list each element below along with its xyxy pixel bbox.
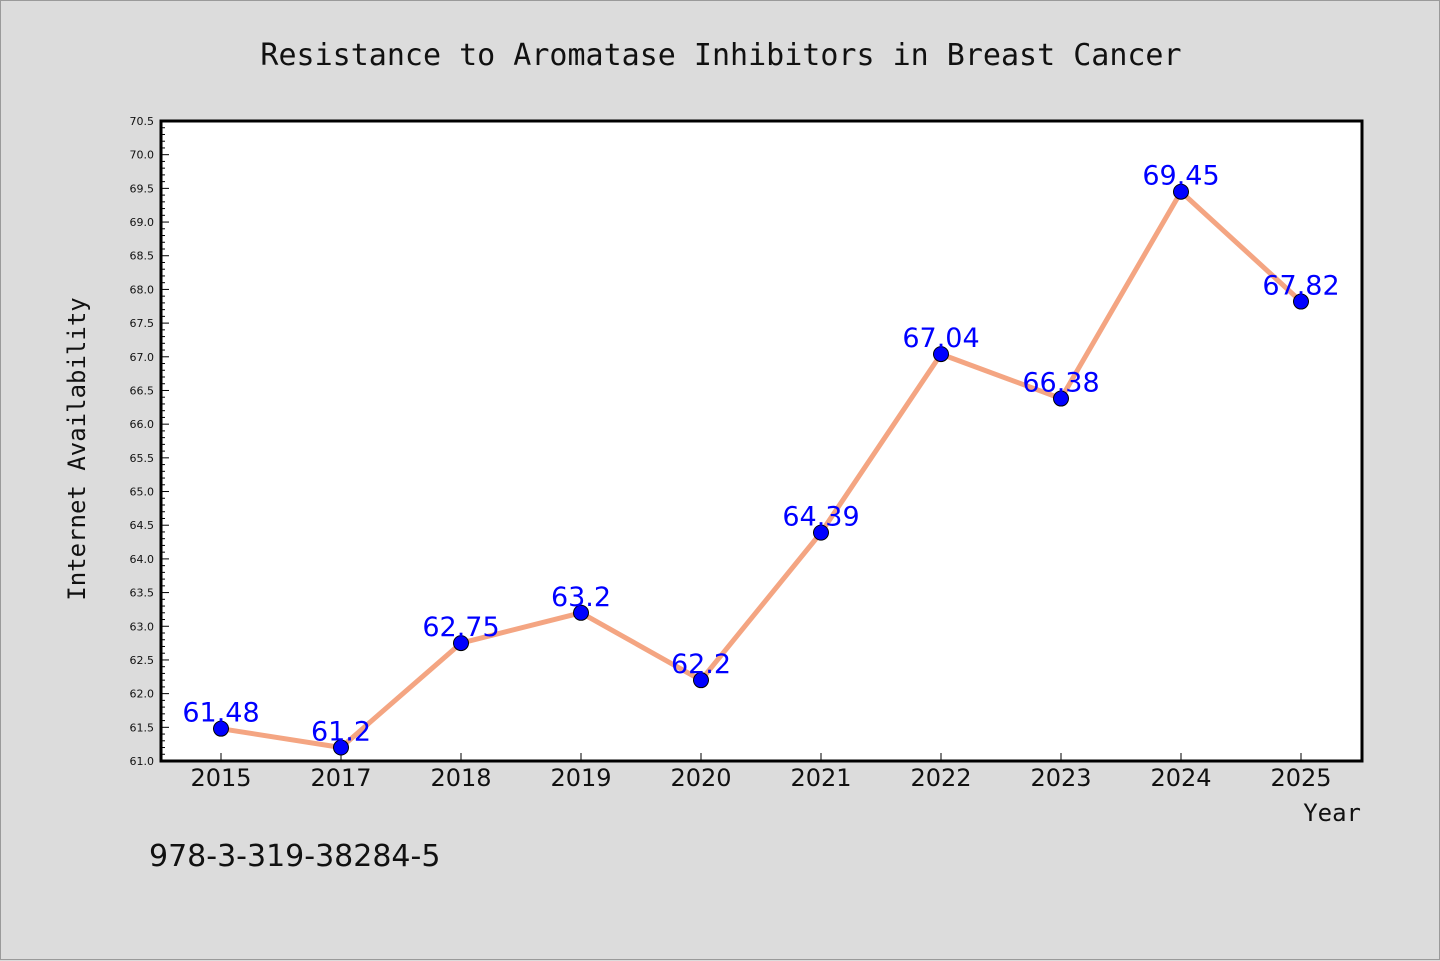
x-tick-label: 2015 <box>190 764 251 792</box>
data-point-marker <box>1293 293 1309 310</box>
y-tick-label: 69.5 <box>130 182 155 195</box>
y-tick-label: 66.5 <box>130 384 155 397</box>
data-point-label: 69.45 <box>1142 161 1219 192</box>
x-tick-label: 2017 <box>310 764 371 792</box>
isbn-annotation: 978-3-319-38284-5 <box>149 839 440 874</box>
y-tick-label: 69.0 <box>130 216 155 229</box>
x-tick-label: 2020 <box>670 764 731 792</box>
x-tick-label: 2019 <box>550 764 611 792</box>
y-tick-label: 64.0 <box>130 553 155 566</box>
data-point-label: 62.2 <box>671 649 731 680</box>
y-tick-label: 70.5 <box>130 115 155 128</box>
data-point-marker <box>213 720 229 737</box>
data-point-label: 62.75 <box>422 612 499 643</box>
y-tick-label: 67.5 <box>130 317 155 330</box>
y-tick-label: 61.0 <box>130 755 155 768</box>
y-tick-label: 66.0 <box>130 418 155 431</box>
x-tick-label: 2025 <box>1270 764 1331 792</box>
x-tick-label: 2021 <box>790 764 851 792</box>
x-tick-label: 2022 <box>910 764 971 792</box>
data-point-marker <box>333 739 349 756</box>
y-tick-label: 68.0 <box>130 283 155 296</box>
data-point-marker <box>813 524 829 541</box>
data-point-marker <box>933 346 949 363</box>
data-point-marker <box>573 604 589 621</box>
y-tick-label: 61.5 <box>130 721 155 734</box>
data-point-marker <box>453 635 469 652</box>
data-label-group: 61.48 61.2 62.75 63.2 62.2 64.39 67.04 66.38 69.… <box>182 161 1339 748</box>
x-tick-label: 2024 <box>1150 764 1211 792</box>
data-point-label: 67.04 <box>902 323 979 354</box>
y-tick-label: 65.0 <box>130 486 155 499</box>
series-line-group <box>218 189 1304 751</box>
y-tick-label: 63.0 <box>130 620 155 633</box>
y-tick-label: 63.5 <box>130 587 155 600</box>
y-tick-label: 67.0 <box>130 351 155 364</box>
y-tick-label: 68.5 <box>130 250 155 263</box>
y-tick-label: 64.5 <box>130 519 155 532</box>
data-point-label: 61.48 <box>182 698 259 729</box>
y-tick-label: 70.0 <box>130 149 155 162</box>
data-point-label: 63.2 <box>551 582 611 613</box>
y-tick-label: 65.5 <box>130 452 155 465</box>
marker-group <box>213 183 1309 756</box>
data-point-label: 61.2 <box>311 717 371 748</box>
y-tick-label: 62.5 <box>130 654 155 667</box>
data-point-marker <box>1053 390 1069 407</box>
data-point-marker <box>1173 183 1189 200</box>
x-axis-label: Year <box>1303 799 1361 827</box>
data-point-label: 66.38 <box>1022 368 1099 399</box>
data-point-marker <box>693 672 709 689</box>
y-tick-label: 62.0 <box>130 688 155 701</box>
chart-title: Resistance to Aromatase Inhibitors in Br… <box>260 38 1181 73</box>
y-axis-label: Internet Availability <box>63 297 91 600</box>
series-line <box>218 189 1304 751</box>
x-tick-label: 2023 <box>1030 764 1091 792</box>
x-tick-label: 2018 <box>430 764 491 792</box>
x-axis: 2015 2017 2018 2019 2020 2021 2022 2023 2024 2025 <box>190 753 1332 792</box>
data-point-label: 64.39 <box>782 502 859 533</box>
data-point-label: 67.82 <box>1262 271 1339 302</box>
y-axis: 61.0 61.5 62.0 62.5 63.0 63.5 64.0 64.5 65.0 65.5… <box>130 115 169 768</box>
plot-area <box>159 119 1364 763</box>
